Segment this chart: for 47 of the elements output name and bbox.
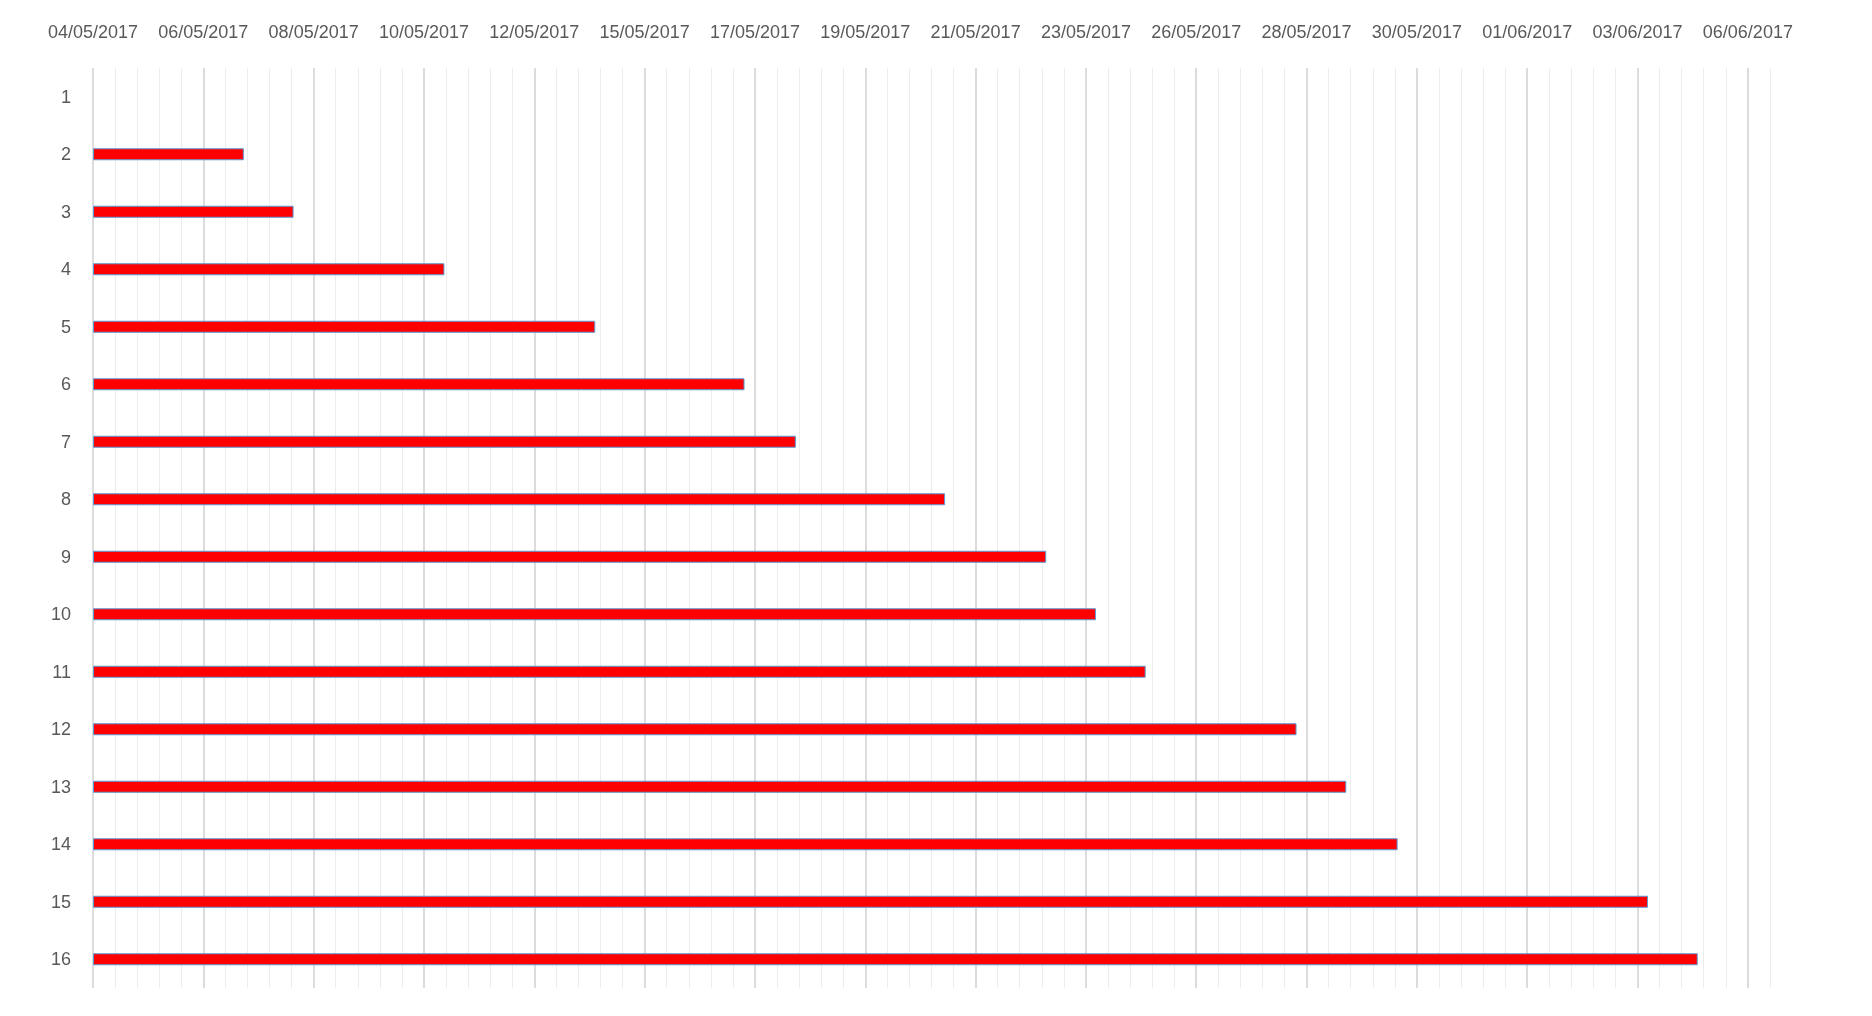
text: 30/05/2017 xyxy=(1371,22,1462,42)
bar xyxy=(93,953,1698,966)
y-tick-label: 15 xyxy=(50,891,71,912)
bar xyxy=(93,838,1398,851)
bar xyxy=(93,665,1146,678)
bar xyxy=(93,320,596,333)
y-tick-label: 14 xyxy=(50,834,71,855)
y-tick-label: 9 xyxy=(60,546,71,567)
bar xyxy=(93,378,745,391)
bar xyxy=(93,723,1297,736)
bar xyxy=(93,205,294,218)
y-tick-label: 8 xyxy=(60,489,71,510)
bar xyxy=(93,550,1047,563)
text: 26/05/2017 xyxy=(1151,22,1242,42)
bar xyxy=(93,493,946,506)
text: 23/05/2017 xyxy=(1040,22,1131,42)
y-tick-label: 5 xyxy=(60,316,71,337)
bar xyxy=(93,780,1347,793)
bar xyxy=(93,263,445,276)
y-tick-label: 12 xyxy=(50,719,71,740)
text: 12/05/2017 xyxy=(489,22,580,42)
text: 10/05/2017 xyxy=(378,22,470,42)
y-tick-label: 3 xyxy=(60,201,71,222)
text: 06/05/2017 xyxy=(158,22,249,42)
bar xyxy=(93,895,1648,908)
y-tick-label: 7 xyxy=(60,431,71,452)
text: 01/06/2017 xyxy=(1482,22,1573,42)
y-tick-label: 11 xyxy=(52,661,71,682)
bar xyxy=(93,148,244,161)
y-tick-label: 4 xyxy=(60,259,71,280)
y-tick-label: 13 xyxy=(50,776,71,797)
text: 19/05/2017 xyxy=(820,22,911,42)
bar xyxy=(93,608,1096,621)
text: 03/06/2017 xyxy=(1592,22,1683,42)
y-tick-label: 10 xyxy=(50,604,71,625)
text: 08/05/2017 xyxy=(268,22,359,42)
bar xyxy=(93,435,796,448)
y-tick-label: 1 xyxy=(60,86,71,107)
text: 06/06/2017 xyxy=(1702,22,1793,42)
y-tick-label: 16 xyxy=(50,949,71,970)
text: 15/05/2017 xyxy=(599,22,690,42)
y-tick-label: 6 xyxy=(60,374,71,395)
text: 21/05/2017 xyxy=(930,22,1021,42)
text: 28/05/2017 xyxy=(1261,22,1352,42)
text: 17/05/2017 xyxy=(709,22,800,42)
y-tick-label: 2 xyxy=(60,144,71,165)
text: 04/05/2017 xyxy=(47,22,139,42)
